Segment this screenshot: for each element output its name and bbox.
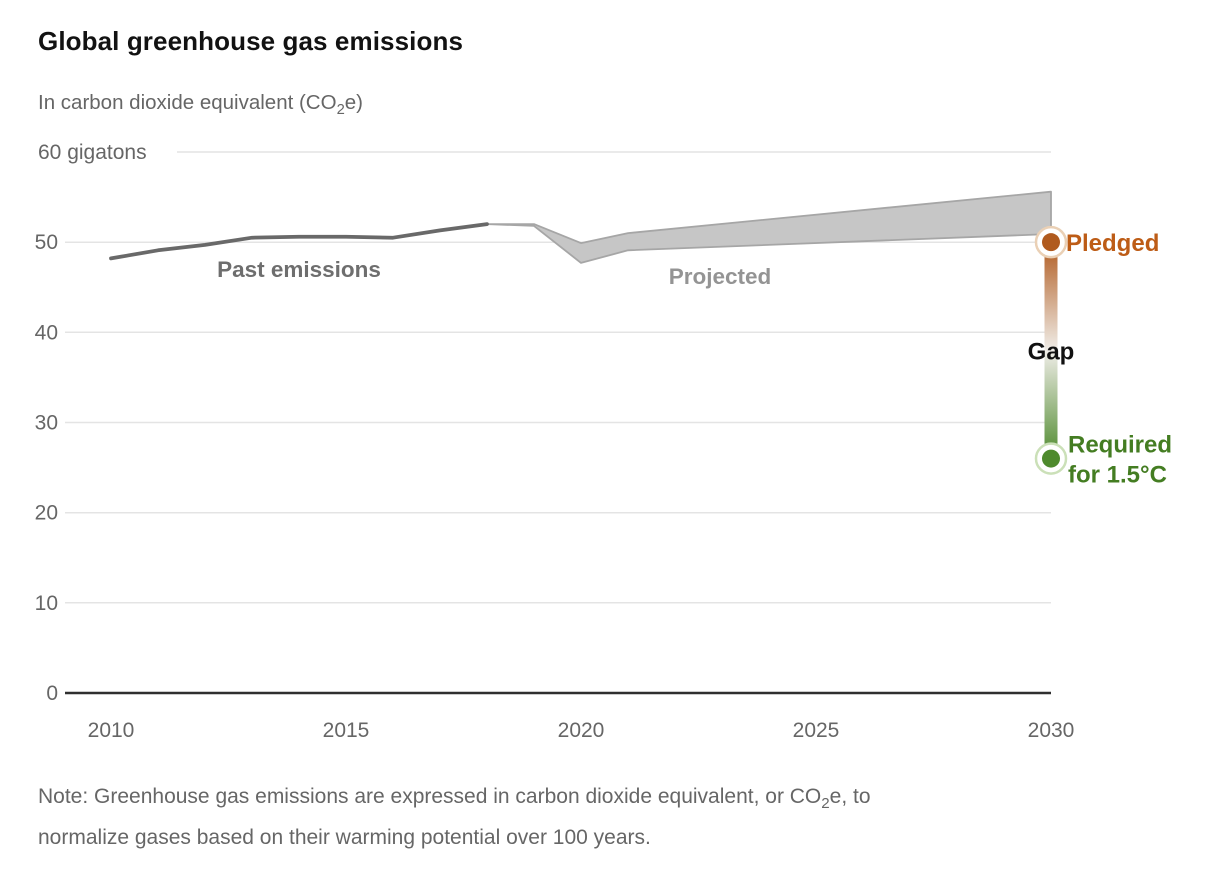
subtitle-text-end: e) [344, 91, 364, 114]
chart-title: Global greenhouse gas emissions [38, 26, 464, 56]
required-label-line2: for 1.5°C [1068, 462, 1167, 489]
gap-gradient-bar [1044, 242, 1058, 459]
footnote: Note: Greenhouse gas emissions are expre… [38, 780, 1148, 855]
svg-text:50: 50 [35, 231, 58, 254]
past-emissions-label: Past emissions [217, 257, 381, 282]
chart-subtitle: In carbon dioxide equivalent (CO2e) [38, 91, 363, 118]
pledged-point [1042, 233, 1060, 252]
past-emissions-line [109, 222, 489, 261]
projected-band [486, 190, 1052, 264]
x-axis-labels: 2010 2015 2020 2025 2030 [88, 719, 1075, 742]
pledged-label: Pledged [1066, 230, 1159, 257]
subtitle-subscript: 2 [336, 102, 345, 119]
svg-text:2025: 2025 [793, 719, 840, 742]
svg-text:20: 20 [35, 502, 58, 525]
svg-text:2030: 2030 [1028, 719, 1075, 742]
svg-text:2015: 2015 [323, 719, 370, 742]
y-axis-labels: 0 10 20 30 40 50 60 gigatons [35, 141, 147, 705]
svg-text:60 gigatons: 60 gigatons [38, 141, 147, 164]
svg-text:30: 30 [35, 412, 58, 435]
footnote-line2: normalize gases based on their warming p… [38, 826, 651, 850]
footnote-line1-end: e, to [829, 785, 871, 808]
svg-text:2020: 2020 [558, 719, 605, 742]
subtitle-text: In carbon dioxide equivalent (CO [38, 91, 337, 114]
svg-text:0: 0 [46, 682, 58, 705]
svg-text:10: 10 [35, 592, 58, 615]
required-label-line1: Required [1068, 432, 1172, 459]
required-point [1042, 449, 1060, 468]
footnote-line1: Note: Greenhouse gas emissions are expre… [38, 785, 822, 808]
gap-label: Gap [1028, 338, 1075, 365]
svg-text:40: 40 [35, 321, 58, 344]
projected-label: Projected [669, 264, 772, 289]
svg-text:2010: 2010 [88, 719, 135, 742]
footnote-subscript: 2 [821, 795, 830, 813]
gridlines [65, 151, 1051, 695]
